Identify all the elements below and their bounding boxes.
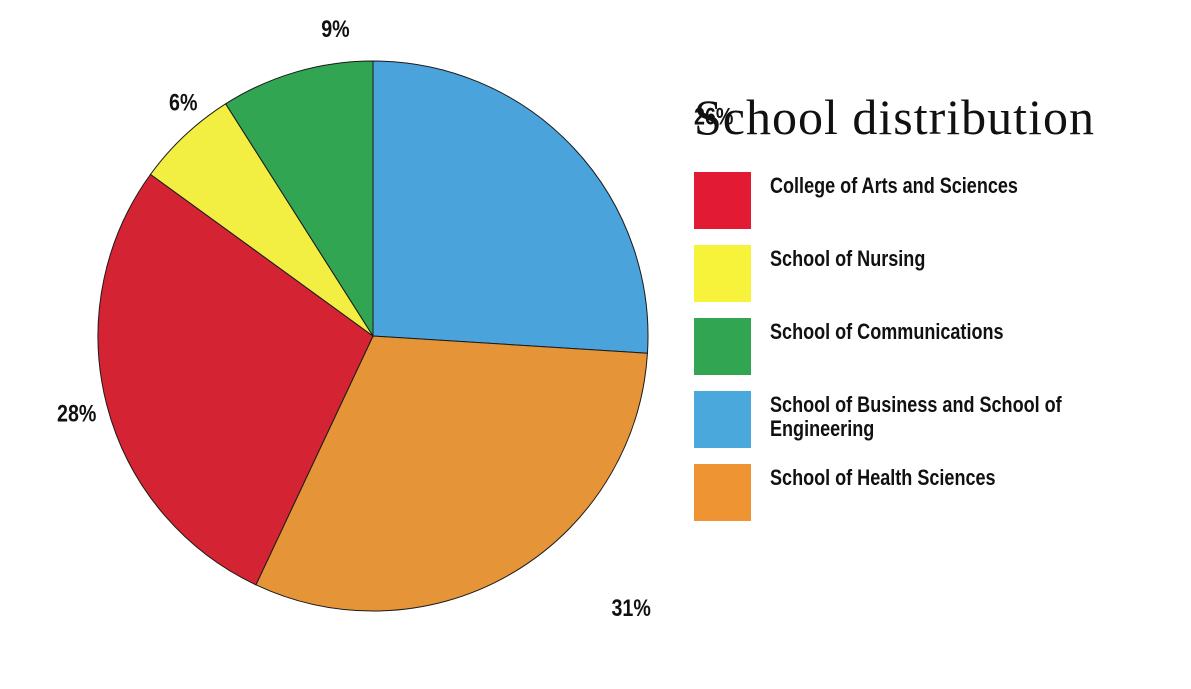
pie-slice-1 [255,335,648,612]
legend-label: School of Nursing [770,246,926,271]
pie-label-4: 9% [321,15,349,42]
legend-swatch [694,391,751,448]
pie-slices [97,60,649,612]
legend-label: School of Health Sciences [770,465,996,490]
pie-slice-0 [372,60,649,354]
pie-labels: 26% 31% 28% 6% 9% [57,15,733,621]
legend-label: College of Arts and Sciences [770,173,1018,198]
pie-label-0: 26% [694,103,733,130]
legend: School distribution College of Arts and … [694,92,1174,537]
legend-swatch [694,172,751,229]
pie-slice-2 [97,173,374,586]
chart-title: School distribution [694,89,1095,145]
legend-swatch [694,464,751,521]
legend-item-nursing: School of Nursing [694,245,1174,302]
legend-item-business-engineering: School of Business and School of Enginee… [694,391,1174,448]
legend-label: School of Business and School of Enginee… [770,392,1062,441]
pie-label-2: 28% [57,400,96,427]
legend-label: School of Communications [770,319,1004,344]
legend-item-arts-sciences: College of Arts and Sciences [694,172,1174,229]
legend-swatch [694,245,751,302]
pie-slice-4 [224,60,374,338]
pie-label-3: 6% [169,89,197,116]
legend-item-health-sciences: School of Health Sciences [694,464,1174,521]
legend-item-communications: School of Communications [694,318,1174,375]
pie-label-1: 31% [611,594,650,621]
legend-swatch [694,318,751,375]
